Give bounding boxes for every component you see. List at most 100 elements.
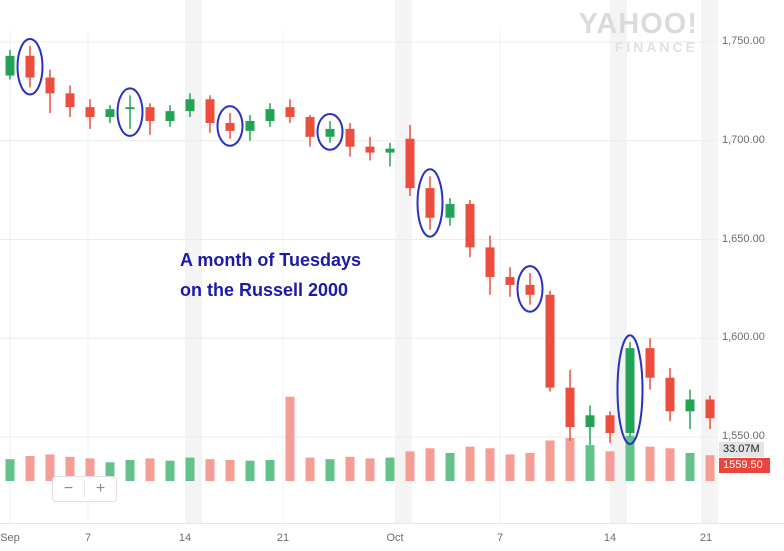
grid-band (395, 0, 412, 523)
candle-body (565, 387, 575, 428)
tuesday-circle (516, 265, 544, 313)
volume-bar (645, 446, 655, 481)
volume-bar (665, 448, 675, 481)
candle-body (625, 348, 635, 434)
candle-body (65, 93, 75, 108)
candle-body (685, 399, 695, 412)
candle-body (165, 111, 175, 121)
y-axis-label: 1,550.00 (722, 430, 765, 442)
volume-bar (445, 452, 455, 481)
volume-bar (565, 438, 575, 481)
volume-bar (125, 459, 135, 481)
candle-body (505, 277, 515, 285)
y-axis-label: 1,750.00 (722, 35, 765, 47)
x-axis-label: 21 (276, 532, 290, 544)
volume-bar (405, 451, 415, 481)
volume-bar (585, 445, 595, 481)
grid-band (701, 0, 718, 523)
volume-bar (245, 460, 255, 481)
annotation-line2: on the Russell 2000 (180, 279, 349, 300)
candle-body (105, 109, 115, 118)
zoom-out-button[interactable]: − (53, 477, 84, 501)
candle-body (345, 128, 355, 147)
volume-bar (65, 456, 75, 481)
candle-body (125, 107, 135, 110)
volume-bar (385, 457, 395, 481)
volume-bar (85, 458, 95, 481)
tuesday-circle (116, 87, 144, 137)
candle-body (525, 284, 535, 295)
volume-bar (465, 446, 475, 481)
candle-body (85, 107, 95, 118)
candle-body (145, 107, 155, 121)
tuesday-circle (216, 105, 244, 147)
candle-body (305, 117, 315, 137)
candle-body (605, 415, 615, 434)
tuesday-circle (416, 168, 444, 238)
volume-bar (345, 456, 355, 481)
x-axis-label: 7 (84, 532, 92, 544)
watermark-yahoo-text: YAHOO! (578, 8, 698, 40)
candle-body (185, 99, 195, 112)
x-axis-label: 21 (699, 532, 713, 544)
candle-body (265, 109, 275, 121)
volume-bar (105, 462, 115, 481)
volume-bar (45, 454, 55, 481)
candle-body (385, 148, 395, 153)
x-axis-label: 14 (178, 532, 192, 544)
axis-divider (0, 523, 784, 524)
volume-bar (205, 459, 215, 481)
candle-body (365, 146, 375, 153)
annotation-line1: A month of Tuesdays (180, 250, 362, 270)
candle-body (465, 203, 475, 248)
yahoo-finance-watermark: YAHOO! FINANCE (560, 10, 698, 56)
volume-bar (305, 457, 315, 481)
last-price-badge: 1559.50 (719, 458, 770, 473)
x-axis-label: 14 (603, 532, 617, 544)
volume-bar (225, 459, 235, 481)
candle-body (545, 294, 555, 388)
candle-body (325, 128, 335, 137)
tuesday-circle (316, 113, 344, 151)
volume-bar (365, 458, 375, 481)
candle-body (485, 247, 495, 278)
candle-body (405, 138, 415, 189)
annotation-text: A month of Tuesdays on the Russell 2000 (180, 246, 361, 305)
grid-band (185, 0, 202, 523)
last-volume-badge: 33.07M (719, 442, 764, 457)
x-axis-label: 7 (496, 532, 504, 544)
volume-bar (545, 440, 555, 481)
zoom-in-button[interactable]: + (85, 477, 116, 501)
volume-bar (325, 459, 335, 481)
volume-bar (605, 451, 615, 481)
volume-bar (5, 459, 15, 481)
volume-bar (145, 458, 155, 481)
watermark-finance-text: FINANCE (614, 39, 698, 55)
candle-body (225, 122, 235, 131)
y-axis-label: 1,650.00 (722, 232, 765, 245)
tuesday-circle (616, 334, 644, 446)
volume-bar (425, 448, 435, 481)
candle-body (705, 399, 715, 419)
volume-bar (685, 452, 695, 481)
candle-body (285, 107, 295, 118)
x-axis-label: Oct (386, 532, 404, 544)
candle-body (245, 121, 255, 131)
volume-bar (525, 452, 535, 481)
candle-body (205, 99, 215, 123)
volume-bar (625, 435, 635, 481)
volume-bar (25, 456, 35, 481)
x-axis-label: Sep (0, 532, 20, 544)
candle-body (25, 55, 35, 78)
plus-icon: + (95, 480, 106, 497)
candle-body (585, 415, 595, 428)
minus-icon: − (63, 480, 74, 497)
zoom-control: − + (52, 476, 117, 502)
candle-body (645, 348, 655, 378)
tuesday-circle (16, 37, 44, 96)
volume-bar (165, 460, 175, 481)
candle-body (425, 188, 435, 218)
volume-bar (285, 396, 295, 481)
volume-bar (705, 455, 715, 481)
